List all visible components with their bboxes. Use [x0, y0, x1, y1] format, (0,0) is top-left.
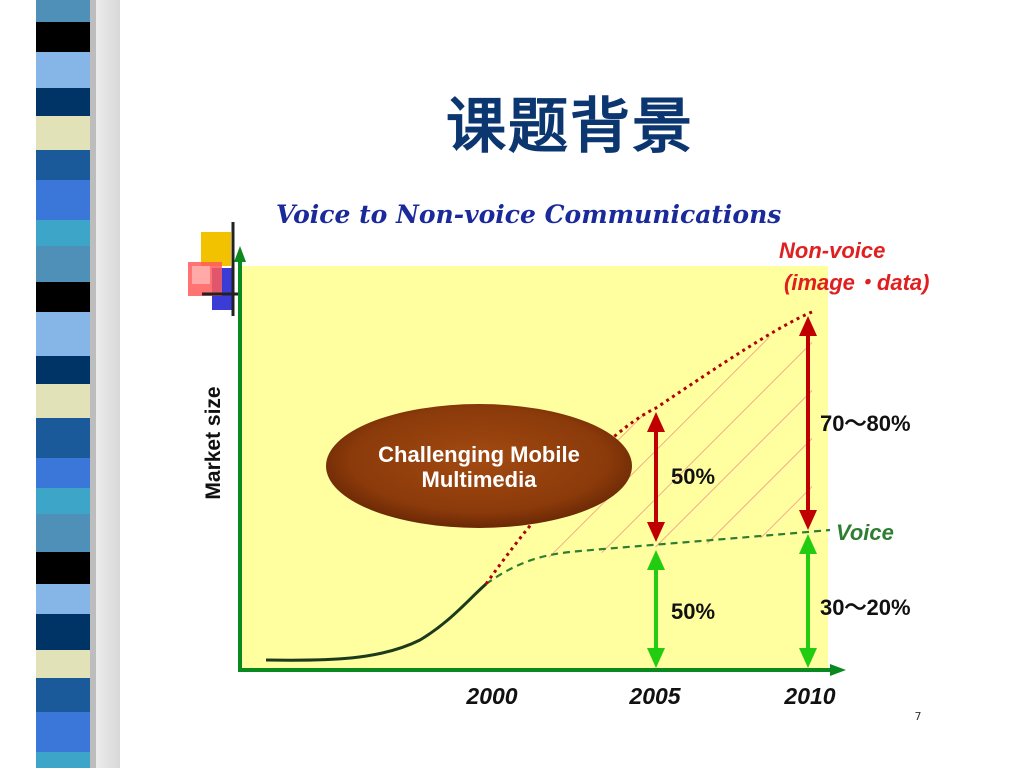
corner-decoration: [188, 222, 246, 316]
x-tick-2000: 2000: [465, 683, 517, 709]
nonvoice-label: Non-voice: [779, 238, 885, 263]
diagram-heading: Voice to Non-voice Communications: [276, 200, 781, 229]
stripe-block: [36, 552, 90, 584]
slide-title: 课题背景: [446, 92, 694, 162]
challenging-mobile-multimedia-ellipse: [326, 404, 632, 528]
arrow-2005-voice: [647, 550, 665, 668]
page-number: 7: [915, 710, 922, 723]
stripe-block: [36, 22, 90, 52]
stripe-block: [36, 650, 90, 678]
stripe-shadow-edge: [90, 0, 96, 768]
stripe-block: [36, 712, 90, 752]
y-axis-label: Market size: [202, 386, 225, 499]
stripe-block: [36, 458, 90, 488]
nonvoice-sublabel: (image・data): [784, 270, 929, 295]
stripe-block: [36, 180, 90, 220]
stripe-block: [36, 0, 90, 22]
axes: [234, 246, 846, 676]
stripe-block: [36, 584, 90, 614]
stripe-block: [36, 246, 90, 282]
ellipse-label-line2: Multimedia: [422, 467, 538, 492]
stripe-block: [36, 488, 90, 514]
arrow-2005-nonvoice: [647, 412, 665, 542]
stripe-block: [36, 384, 90, 418]
share-2010-nonvoice: 70～80%: [820, 411, 911, 436]
stripe-block: [36, 116, 90, 150]
stripe-block: [36, 418, 90, 458]
stripe-block: [36, 752, 90, 768]
x-tick-2010: 2010: [783, 683, 835, 709]
share-2010-voice: 30～20%: [820, 595, 911, 620]
stripe-block: [36, 514, 90, 552]
ellipse-label-line1: Challenging Mobile: [378, 442, 580, 467]
stripe-block: [36, 282, 90, 312]
decorative-side-stripe: [0, 0, 120, 768]
voice-curve: [485, 528, 831, 585]
arrow-2010-nonvoice: [799, 316, 817, 530]
stripe-block: [36, 614, 90, 650]
share-2005-nonvoice: 50%: [671, 464, 715, 489]
stripe-block: [36, 220, 90, 246]
share-2005-voice: 50%: [671, 599, 715, 624]
market-growth-curve: [265, 582, 487, 662]
arrow-2010-voice: [799, 534, 817, 668]
stripe-block: [36, 88, 90, 116]
stripe-block: [36, 678, 90, 712]
stripe-block: [36, 52, 90, 88]
stripe-block: [36, 356, 90, 384]
x-tick-2005: 2005: [628, 683, 681, 709]
stripe-block: [36, 150, 90, 180]
stripe-block: [36, 312, 90, 356]
voice-label: Voice: [836, 520, 894, 545]
